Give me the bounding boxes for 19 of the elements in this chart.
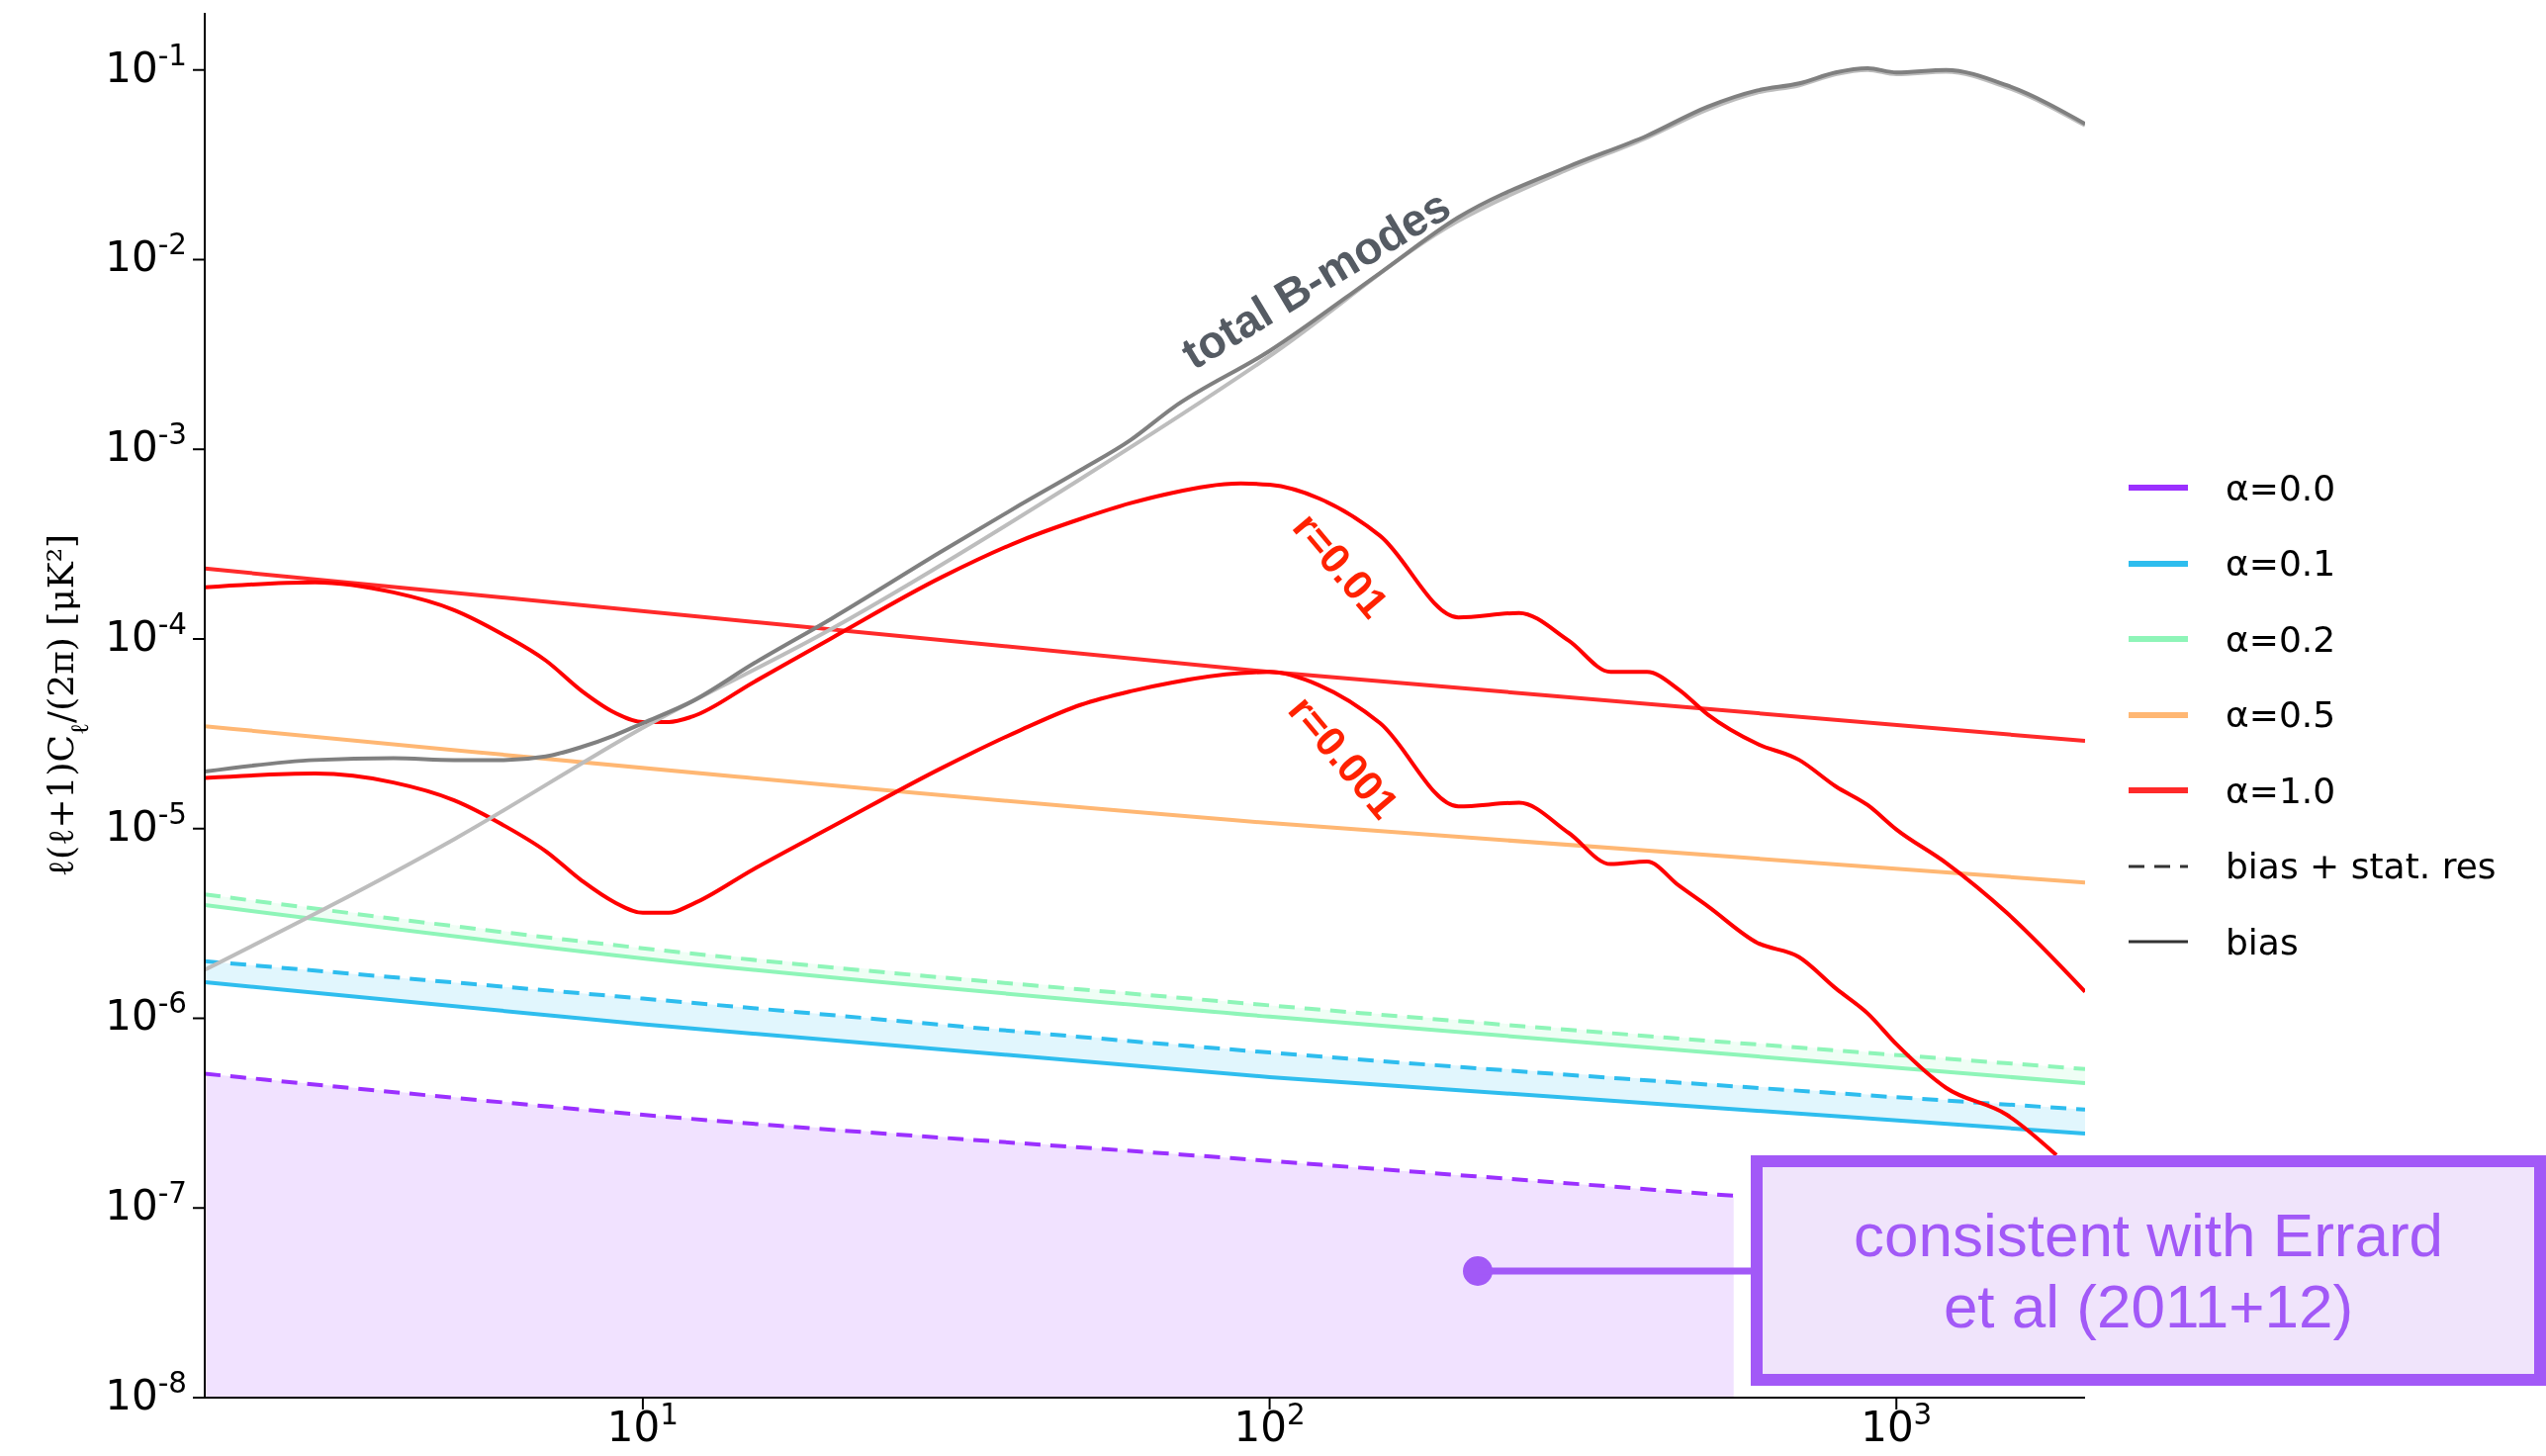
legend-label: α=0.1 xyxy=(2226,543,2336,585)
legend-label: α=0.5 xyxy=(2226,694,2336,736)
y-tick-label: 10$^{-1}$ xyxy=(105,38,187,92)
legend-label: α=0.0 xyxy=(2226,467,2336,508)
y-tick-label: 10$^{-2}$ xyxy=(105,228,187,282)
y-tick-label: 10$^{-5}$ xyxy=(105,796,187,851)
annotation: consistent with Errard et al (2011+12) xyxy=(1853,1200,2444,1340)
x-tick-label: 10$^{2}$ xyxy=(1233,1398,1306,1451)
y-tick-label: 10$^{-8}$ xyxy=(105,1366,187,1419)
legend-label: α=0.2 xyxy=(2226,618,2336,660)
y-tick-label: 10$^{-6}$ xyxy=(105,986,187,1041)
x-tick-label: 10$^{1}$ xyxy=(606,1398,679,1451)
y-tick-label: 10$^{-7}$ xyxy=(105,1176,187,1230)
legend-label: bias + stat. res xyxy=(2226,846,2497,887)
y-tick-label: 10$^{-3}$ xyxy=(105,417,187,472)
y-tick-label: 10$^{-4}$ xyxy=(105,606,187,661)
legend-label: α=1.0 xyxy=(2226,770,2336,811)
legend-label: bias xyxy=(2226,921,2299,962)
x-tick-label: 10$^{3}$ xyxy=(1861,1398,1933,1451)
